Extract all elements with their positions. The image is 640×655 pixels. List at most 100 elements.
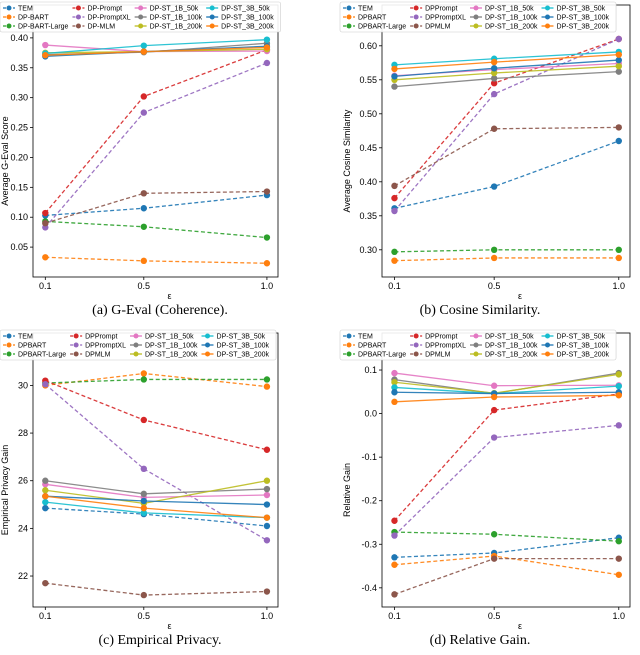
legend-marker [346,23,352,29]
legend-label: DP-ST_1B_200k [150,24,203,31]
legend-label: DP-ST_1B_100k [150,15,203,22]
legend-marker [413,5,419,11]
data-point [391,554,398,561]
legend-label: DP-ST_3B_50k [217,334,266,341]
data-point [140,490,148,498]
data-point [263,537,271,544]
legend-label: DP-ST_3B_200k [217,352,270,359]
legend-label: DP-ST_1B_200k [485,352,538,359]
legend-marker [413,14,419,20]
legend-label: DP-ST_1B_50k [485,334,534,341]
data-point [490,531,498,538]
y-tick-label: 0.20 [10,152,28,162]
data-point [140,465,148,473]
data-point [391,591,398,598]
legend-marker [413,351,419,357]
legend-marker [205,351,211,357]
data-point [615,51,622,58]
legend-marker [545,14,551,20]
legend-label: DP-Prompt [87,6,122,13]
legend-label: DP-ST_1B_200k [145,352,198,359]
data-point [140,504,148,512]
data-point [263,44,271,51]
data-point [615,392,622,399]
data-point [140,370,148,377]
caption-d: (d) Relative Gain. [429,633,531,648]
legend-marker [209,23,215,29]
legend-marker [73,333,79,339]
legend-marker [545,342,551,348]
legend: TEM DPBART DPBART-Large DPPrompt DPPromptXL D… [0,329,277,361]
data-point [615,422,622,429]
legend-marker [545,23,551,29]
data-point [42,41,49,49]
legend-label: DP-ST_1B_100k [145,343,198,350]
y-tick-label: 0.40 [359,177,377,187]
data-point [42,504,49,512]
data-point [615,68,622,75]
data-point [263,522,271,530]
data-point [391,561,398,568]
legend-label: DPBART [18,343,47,350]
legend-marker [6,342,12,348]
y-tick-label: 0.15 [10,182,28,192]
x-tick-label: 1.0 [613,611,626,621]
x-axis-label: ε [518,621,522,631]
data-point [140,509,148,517]
x-tick-label: 0.5 [138,611,151,621]
data-point [490,183,498,190]
y-tick-label: 0.35 [10,63,28,73]
y-tick-label: -0.3 [361,539,377,549]
legend-marker [346,342,352,348]
y-tick-label: 0.35 [359,211,377,221]
data-point [391,182,398,190]
x-axis-label: ε [167,291,171,301]
legend: TEM DP-BART DP-BART-Large DP-Prompt DP-Promp… [0,1,282,33]
data-point [263,501,271,508]
data-point [263,588,271,595]
legend-label: DP-PromptXL [87,15,130,22]
x-axis-label: ε [167,621,171,631]
data-point [140,205,148,212]
y-tick-label: 0.0 [364,409,377,419]
legend-label: DPPrompt [85,334,117,341]
legend: TEM DPBART DPBART-Large DPPrompt DPPromptXL D… [339,329,617,361]
series-line [394,126,619,187]
y-tick-label: 26 [18,476,28,486]
axes-frame [381,4,631,278]
x-tick-label: 0.5 [488,611,501,621]
y-tick-label: 0.30 [359,245,377,255]
series-line [394,372,619,395]
legend-label: DPBART [358,15,387,22]
legend-label: DP-ST_1B_50k [485,6,534,13]
legend-marker [545,333,551,339]
data-point [391,73,398,80]
caption-c: (c) Empirical Privacy. [98,633,222,648]
data-point [391,83,398,90]
x-tick-label: 1.0 [613,281,626,291]
legend-marker [346,5,352,11]
legend-marker [75,23,81,29]
data-point [391,65,398,73]
data-point [615,555,622,562]
data-point [490,246,498,253]
data-point [391,194,398,202]
legend-marker [346,351,352,357]
legend-marker [205,333,211,339]
legend-marker [346,14,352,20]
legend-label: TEM [358,334,373,341]
y-tick-label: 0.45 [359,143,377,153]
axes-frame [32,4,279,278]
data-point [490,393,498,401]
y-tick-label: 0.40 [10,33,28,43]
legend-marker [133,351,139,357]
x-tick-label: 0.1 [39,281,52,291]
data-point [140,190,148,197]
data-point [615,137,622,145]
data-point [615,56,622,64]
legend-label: DP-ST_3B_50k [557,334,606,341]
legend-marker [545,5,551,11]
y-tick-label: 0.05 [10,242,28,252]
caption-b: (b) Cosine Similarity. [419,303,541,318]
